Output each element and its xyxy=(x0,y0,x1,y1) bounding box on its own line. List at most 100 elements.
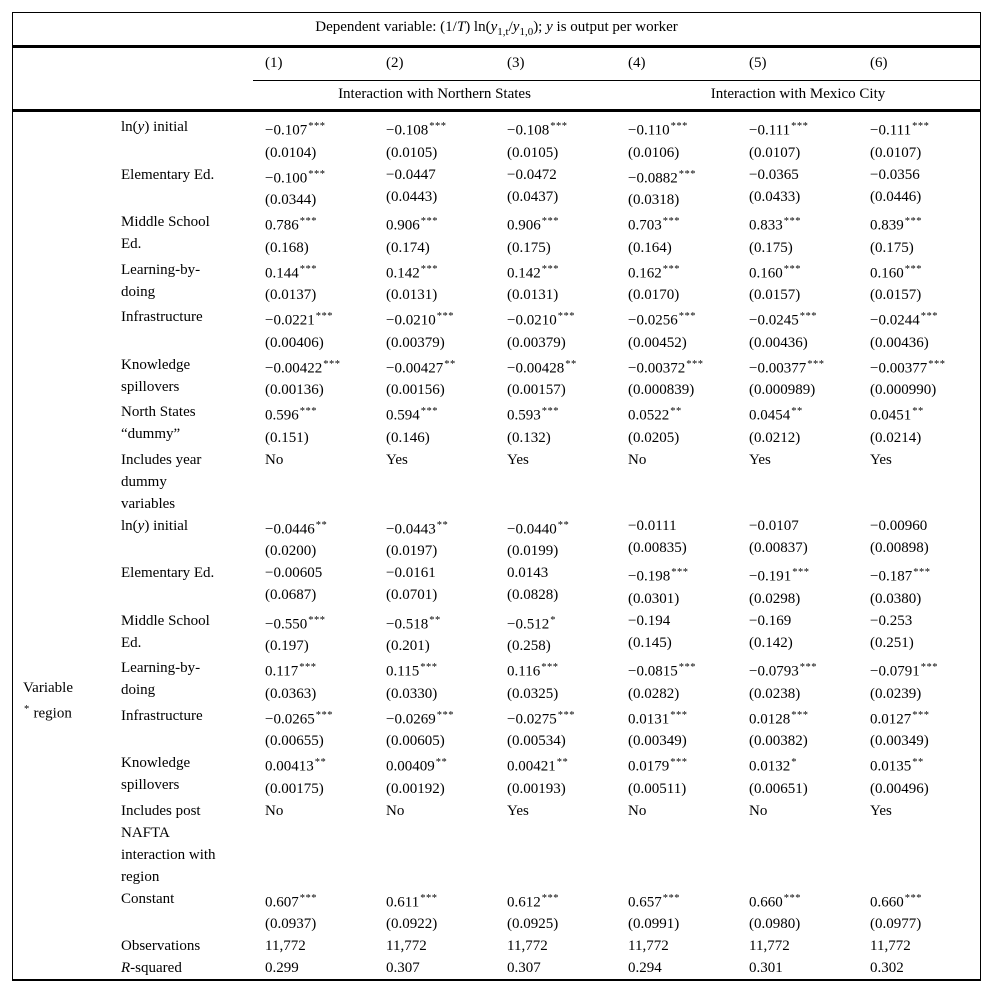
significance-stars: *** xyxy=(912,121,930,132)
coef-value: −0.0472 xyxy=(507,166,557,183)
coef-value: −0.0265*** xyxy=(265,709,333,728)
table-header: Dependent variable: (1/T) ln(y1,t/y1,0);… xyxy=(13,13,980,112)
coef-cell: −0.111*** (0.0107) xyxy=(737,111,858,164)
row-group-spacer xyxy=(13,111,101,515)
significance-stars: *** xyxy=(308,614,326,626)
coef-cell: −0.0210*** (0.00379) xyxy=(495,306,616,354)
row-label: Includes post NAFTA interaction with region xyxy=(121,802,216,885)
coef-value: −0.110*** xyxy=(628,121,688,139)
coef-value: 0.906*** xyxy=(507,216,559,234)
table-row: Infrastructure −0.0265*** (0.00655) −0.0269… xyxy=(13,705,980,753)
significance-stars: *** xyxy=(541,263,559,275)
coef-value: −0.0815*** xyxy=(628,662,696,680)
coef-value: −0.00605 xyxy=(265,565,323,581)
significance-stars: ** xyxy=(670,406,682,417)
row-label: R-squared xyxy=(121,960,182,976)
cell-value: 0.307 xyxy=(507,960,541,976)
row-label: ln(y) initial xyxy=(121,119,189,135)
coef-cell: 0.607*** (0.0937) xyxy=(253,888,374,936)
coef-cell: −0.194 (0.145) xyxy=(616,610,737,658)
row-label: Middle School Ed. xyxy=(121,612,210,651)
std-error: (0.00349) xyxy=(628,733,687,749)
cell-value: Yes xyxy=(507,451,529,468)
table-row: Middle School Ed. 0.786*** (0.168) 0.906*** (… xyxy=(13,211,980,259)
coef-value: −0.0365 xyxy=(749,166,799,183)
cell-value: Yes xyxy=(749,451,771,468)
significance-stars: *** xyxy=(557,709,575,721)
significance-stars: *** xyxy=(670,121,688,132)
significance-stars: *** xyxy=(678,168,696,180)
coef-cell: 0.0128*** (0.00382) xyxy=(737,705,858,753)
significance-stars: * xyxy=(791,757,797,768)
coef-value: −0.108*** xyxy=(507,121,568,139)
column-number-6: (6) xyxy=(858,46,980,81)
coef-cell: 0.0135** (0.00496) xyxy=(858,752,980,800)
cell-value: No xyxy=(265,802,284,819)
coef-value: −0.111*** xyxy=(870,121,930,139)
cell-value: 0.299 xyxy=(265,960,299,976)
coef-value: −0.00377*** xyxy=(870,358,946,377)
cell-value: No xyxy=(628,802,647,819)
std-error: (0.197) xyxy=(265,638,309,654)
coef-value: −0.00422*** xyxy=(265,358,341,377)
std-error: (0.00898) xyxy=(870,539,929,556)
subscript-text: 1,0 xyxy=(519,26,534,38)
std-error: (0.00157) xyxy=(507,382,566,398)
std-error: (0.175) xyxy=(749,239,793,256)
significance-stars: ** xyxy=(565,358,577,370)
std-error: (0.0199) xyxy=(507,543,559,559)
row-label: Knowledge spillovers xyxy=(121,356,191,395)
coef-cell: −0.00960 (0.00898) xyxy=(858,515,980,563)
coef-value: 0.144*** xyxy=(265,263,317,282)
coef-value: 0.660*** xyxy=(749,892,801,911)
flag-cell: Yes xyxy=(374,449,495,515)
table-row: Variable * region ln(y) initial −0.0446** (0… xyxy=(13,515,980,722)
coef-cell: −0.0269*** (0.00605) xyxy=(374,705,495,753)
row-label: Infrastructure xyxy=(121,309,203,325)
flag-cell: Yes xyxy=(495,800,616,888)
column-group-header-northern-states: Interaction with Northern States xyxy=(253,80,616,112)
std-error: (0.00651) xyxy=(749,780,808,797)
cell-value: 0.307 xyxy=(386,960,420,976)
table-row: Middle School Ed. −0.550*** (0.197) −0.518**… xyxy=(13,610,980,658)
stat-cell: 11,772 xyxy=(737,935,858,957)
coef-value: 0.0127*** xyxy=(870,709,930,728)
std-error: (0.0105) xyxy=(386,144,438,161)
coef-value: −0.0256*** xyxy=(628,311,696,329)
coef-cell: 0.593*** (0.132) xyxy=(495,401,616,449)
coef-cell: 0.144*** (0.0137) xyxy=(253,259,374,307)
row-label: Elementary Ed. xyxy=(121,565,215,581)
significance-stars: *** xyxy=(436,709,454,721)
coef-cell: 0.611*** (0.0922) xyxy=(374,888,495,936)
coef-value: 0.0179*** xyxy=(628,757,688,775)
coef-cell: −0.0815*** (0.0282) xyxy=(616,657,737,705)
coef-value: 0.833*** xyxy=(749,216,801,234)
italic-text: y xyxy=(137,119,145,135)
subscript-text: 1,t xyxy=(497,26,509,38)
table-row: Includes year dummy variables No Yes Yes No Yes… xyxy=(13,449,980,515)
std-error: (0.0433) xyxy=(749,188,801,205)
coef-value: −0.550*** xyxy=(265,614,326,633)
coef-cell: 0.0451** (0.0214) xyxy=(858,401,980,449)
coef-cell: 0.839*** (0.175) xyxy=(858,211,980,259)
significance-stars: *** xyxy=(792,567,810,578)
significance-stars: *** xyxy=(671,567,689,578)
cell-value: 11,772 xyxy=(870,938,911,954)
stat-cell: 0.301 xyxy=(737,957,858,979)
std-error: (0.0238) xyxy=(749,685,801,702)
std-error: (0.00379) xyxy=(507,334,566,351)
cell-value: Yes xyxy=(870,451,892,468)
coef-cell: 0.160*** (0.0157) xyxy=(737,259,858,307)
std-error: (0.0937) xyxy=(265,916,317,932)
stat-cell: 11,772 xyxy=(616,935,737,957)
coef-value: −0.194 xyxy=(628,612,671,629)
coef-value: −0.0245*** xyxy=(749,311,817,329)
coef-cell: 0.0127*** (0.00349) xyxy=(858,705,980,753)
coef-value: 0.657*** xyxy=(628,892,680,911)
significance-stars: *** xyxy=(541,892,559,904)
std-error: (0.00175) xyxy=(265,780,324,797)
coef-value: 0.00421** xyxy=(507,757,569,775)
coef-value: −0.512* xyxy=(507,614,556,633)
cell-value: 11,772 xyxy=(628,938,669,954)
coef-value: 0.142*** xyxy=(386,263,438,282)
